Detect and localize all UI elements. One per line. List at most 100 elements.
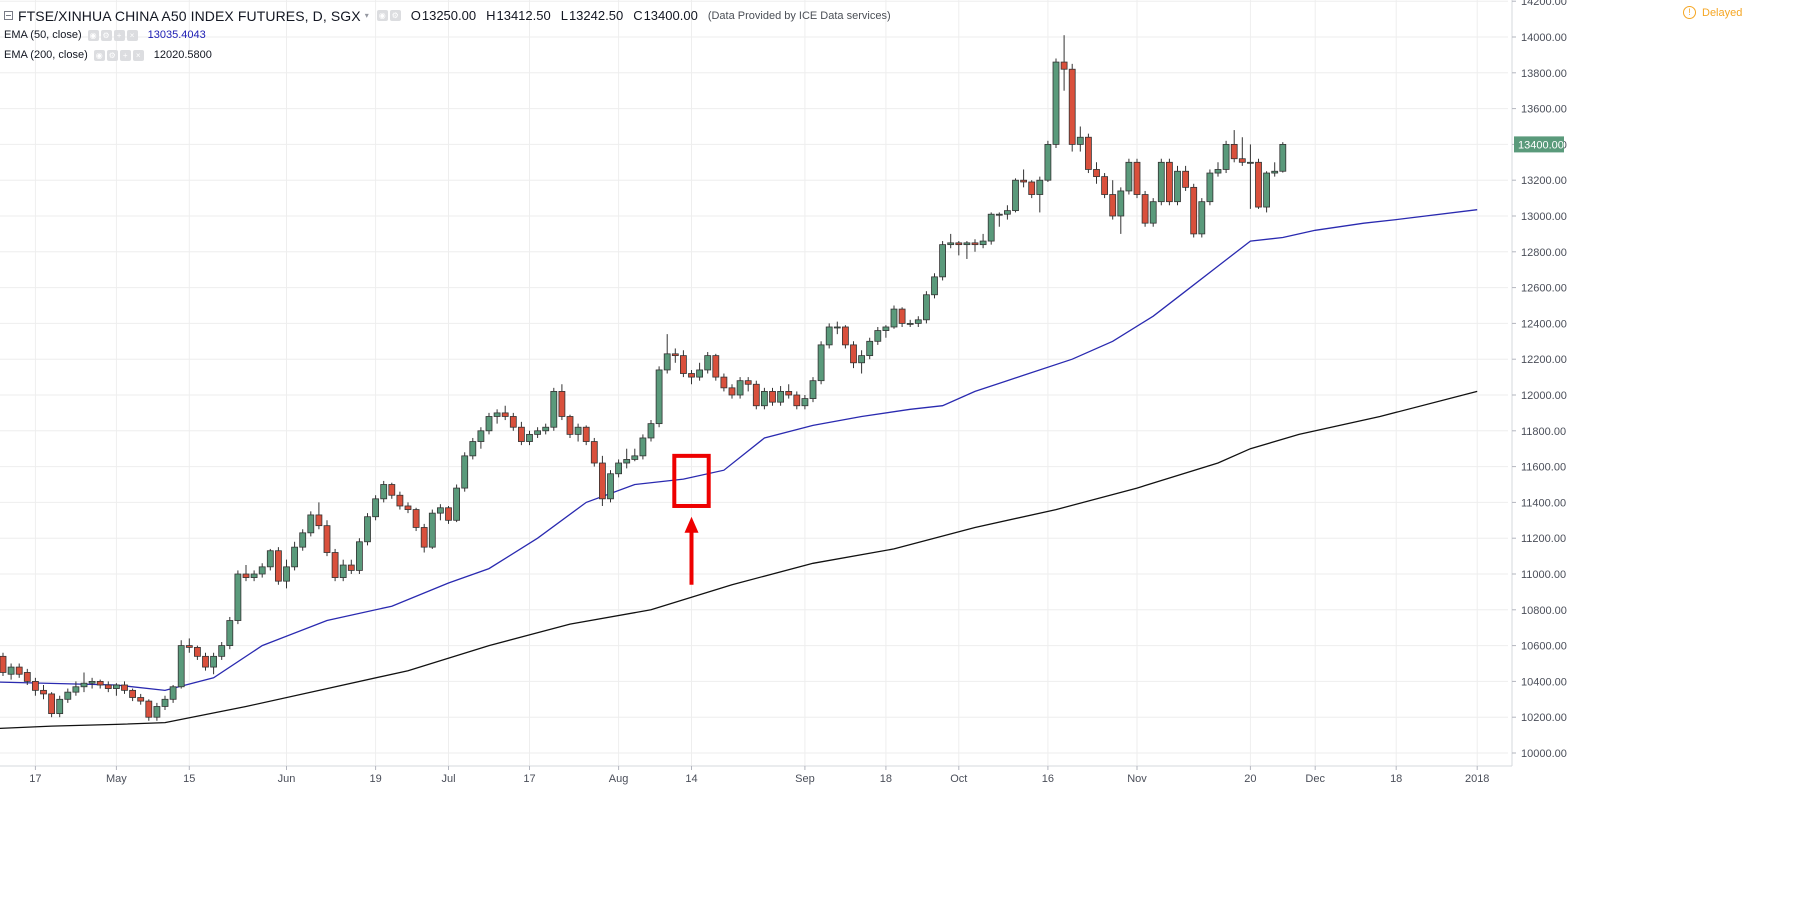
candle-body	[1222, 143, 1230, 170]
candle-down	[599, 455, 606, 506]
settings-icon[interactable]: ⚙	[100, 29, 112, 41]
candle-down	[955, 241, 963, 256]
candle-body	[1238, 158, 1246, 163]
time-tick-label: 17	[523, 773, 535, 785]
price-tick-label: 14000.00	[1521, 32, 1567, 44]
candle-body	[688, 373, 695, 378]
candle-down	[1093, 162, 1100, 184]
candle-up	[979, 233, 987, 249]
candle-up	[1247, 144, 1254, 209]
candle-body	[461, 455, 469, 489]
ohlc-low: L13242.50	[560, 8, 624, 23]
candle-body	[752, 383, 760, 407]
candle-body	[987, 213, 995, 242]
eye-icon[interactable]: ◉	[87, 29, 99, 41]
candle-down	[1101, 173, 1108, 199]
time-tick-label: 18	[880, 773, 892, 785]
candle-down	[712, 353, 720, 381]
ema-200-label[interactable]: EMA (200, close)	[4, 49, 88, 61]
candle-body	[299, 532, 307, 548]
candle-body	[1036, 179, 1044, 195]
candle-body	[372, 498, 380, 518]
candle-up	[906, 319, 914, 327]
candle-up	[526, 430, 533, 446]
price-axis[interactable]: 10000.00 10200.00 10400.00 10600.00 10800.00…	[1511, 0, 1567, 766]
price-tick-label: 12600.00	[1521, 283, 1567, 295]
candle-body	[1214, 169, 1222, 174]
candle-up	[113, 683, 120, 696]
candle-body	[129, 689, 137, 698]
ohlc-open: O13250.00	[410, 8, 477, 23]
candle-body	[0, 655, 7, 673]
candle-body	[177, 645, 185, 688]
ema-50-label[interactable]: EMA (50, close)	[4, 29, 82, 41]
candle-body	[1012, 179, 1019, 212]
candle-body	[1133, 161, 1141, 195]
price-tick-label: 14200.00	[1521, 0, 1567, 8]
candle-body	[696, 369, 703, 378]
candle-body	[153, 706, 161, 718]
candle-body	[428, 512, 436, 548]
candle-body	[56, 698, 64, 715]
add-icon[interactable]: +	[119, 49, 131, 61]
settings-icon[interactable]: ⚙	[389, 10, 401, 21]
candle-up	[623, 448, 631, 469]
symbol-title[interactable]: FTSE/XINHUA CHINA A50 INDEX FUTURES, D, …	[18, 7, 361, 24]
candle-up	[736, 377, 744, 399]
ema-200-layer	[0, 390, 1478, 730]
candle-body	[590, 441, 598, 464]
candle-body	[898, 308, 906, 324]
candle-body	[558, 391, 566, 417]
close-icon[interactable]: ×	[126, 29, 138, 41]
candle-down	[1133, 158, 1141, 199]
ema-200-row[interactable]: EMA (200, close) ◉ ⚙ + × 12020.5800	[4, 45, 891, 65]
candle-body	[202, 655, 209, 668]
price-tick-label: 10000.00	[1521, 748, 1567, 760]
time-tick-label: 17	[29, 773, 41, 785]
candle-body	[906, 322, 914, 325]
highlight-box	[672, 453, 711, 508]
candle-body	[72, 686, 80, 693]
candle-body	[769, 391, 776, 403]
candle-down	[1166, 158, 1173, 206]
candle-up	[890, 305, 898, 329]
candle-body	[955, 242, 963, 246]
candle-body	[574, 426, 582, 435]
eye-icon[interactable]: ◉	[376, 10, 388, 21]
candle-up	[372, 495, 380, 521]
candle-up	[485, 412, 493, 435]
candle-up	[858, 350, 865, 374]
ema-50-row[interactable]: EMA (50, close) ◉ ⚙ + × 13035.4043	[4, 25, 891, 45]
ohlc-high: H13412.50	[486, 8, 551, 23]
eye-icon[interactable]: ◉	[93, 49, 105, 61]
candle-up	[882, 325, 890, 338]
candle-up	[266, 548, 274, 571]
candle-body	[445, 507, 452, 521]
candle-down	[566, 414, 574, 438]
price-tick-label: 12200.00	[1521, 354, 1567, 366]
candle-down	[582, 425, 590, 446]
candle-body	[842, 326, 849, 346]
chevron-down-icon[interactable]: ▾	[364, 11, 369, 20]
candle-down	[404, 502, 412, 514]
candle-up	[258, 563, 266, 578]
price-tick-label: 10600.00	[1521, 641, 1567, 653]
candle-up	[1004, 205, 1011, 220]
close-icon[interactable]: ×	[132, 49, 144, 61]
candle-down	[202, 652, 209, 671]
collapse-icon[interactable]	[4, 11, 13, 20]
candle-down	[145, 699, 153, 721]
candle-down	[104, 681, 112, 693]
time-axis[interactable]: 17 May 15 Jun 19 Jul 17 Aug 14 Sep 18 Oct 16 Nov 20 Dec…	[0, 765, 1512, 785]
price-tick-label: 13600.00	[1521, 104, 1567, 116]
add-icon[interactable]: +	[113, 29, 125, 41]
delayed-status[interactable]: ! Delayed	[1683, 6, 1742, 19]
ema-200-line	[0, 390, 1478, 730]
candle-down	[509, 412, 517, 431]
candle-body	[655, 369, 663, 425]
candle-body	[250, 573, 258, 578]
price-tick-label: 11400.00	[1521, 497, 1566, 509]
settings-icon[interactable]: ⚙	[106, 49, 118, 61]
candle-up	[56, 695, 64, 718]
